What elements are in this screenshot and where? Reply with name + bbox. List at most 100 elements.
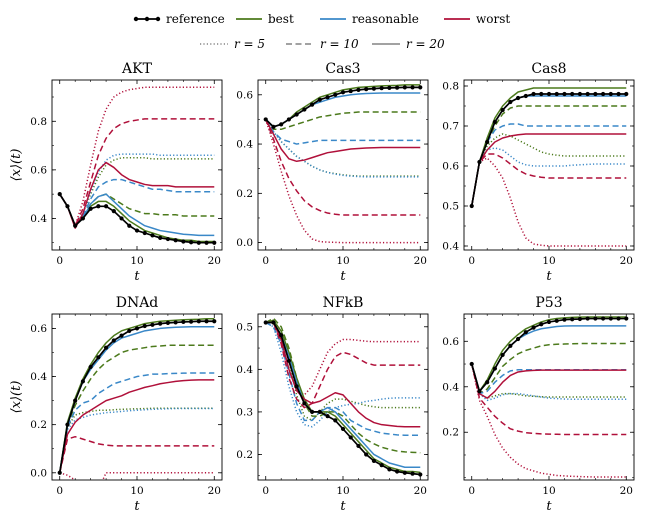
panel-nfkb: NFkB 0 10 20 0.2 0.3 0.4 0.5 t (236, 295, 429, 514)
reference-point (173, 320, 178, 325)
reference-point (593, 316, 598, 321)
reference-point (570, 91, 575, 97)
panel-title: Cas3 (325, 61, 360, 77)
x-tick-label: 20 (208, 255, 221, 267)
y-tick-label: 0.8 (30, 116, 47, 128)
reference-point (469, 203, 474, 209)
y-tick-label: 0.6 (442, 161, 459, 173)
reference-point (616, 91, 621, 97)
reference-point (271, 320, 276, 325)
series-worst-r10 (470, 153, 627, 207)
series-best-r10 (58, 344, 215, 473)
legend-marker (155, 16, 161, 22)
reference-point (212, 319, 217, 324)
reference-point (325, 95, 330, 100)
y-tick-label: 0.2 (30, 419, 47, 431)
series-worst-r20 (265, 119, 421, 163)
reference-point (302, 401, 307, 406)
reference-point (188, 240, 194, 245)
series-best-r20 (471, 316, 627, 393)
y-tick-label: 0.4 (236, 139, 253, 151)
y-tick-label: 0.6 (442, 336, 459, 348)
y-tick-label: 0.0 (236, 237, 253, 249)
y-tick-label: 0.5 (442, 201, 459, 213)
reference-point (181, 319, 186, 325)
series-reasonable-r5 (470, 147, 627, 207)
y-tick-label: 0.4 (30, 213, 47, 225)
series-reasonable-r20 (265, 92, 421, 128)
reference-point (539, 91, 544, 97)
reference-point (379, 463, 384, 468)
y-tick-label: 0.4 (442, 381, 459, 393)
legend-label-reference: reference (166, 12, 225, 26)
reference-point (73, 398, 78, 403)
reference-point (410, 85, 415, 90)
reference-point (263, 117, 268, 122)
y-axis-label: ⟨x⟩(t) (9, 381, 24, 414)
reference-point (88, 206, 93, 211)
legend-marker (144, 16, 150, 22)
reference-point (165, 236, 171, 242)
panels: AKT 0 10 20 0.4 0.6 0.8 t ⟨x⟩(t) Cas3 0 10 20 0.0 0.2 0… (9, 61, 635, 514)
reference-point (523, 93, 528, 99)
reference-point (127, 223, 132, 228)
reference-point (402, 85, 407, 90)
x-tick-label: 10 (336, 255, 349, 267)
reference-point (616, 316, 621, 321)
panel-title: AKT (121, 61, 153, 77)
series-group (263, 84, 423, 244)
y-tick-label: 0.2 (442, 427, 459, 439)
panel-title: Cas8 (531, 61, 566, 77)
reference-point (394, 469, 400, 474)
series-best-r10 (265, 111, 421, 131)
x-tick-label: 0 (468, 485, 475, 497)
reference-point (103, 204, 109, 209)
x-axis-label: t (546, 269, 552, 284)
reference-point (80, 216, 86, 221)
series-reasonable-r5 (58, 407, 215, 473)
series-reference (470, 93, 627, 207)
reference-point (294, 112, 299, 117)
reference-point (508, 99, 513, 105)
reference-point (371, 86, 377, 91)
reference-point (585, 91, 590, 97)
x-tick-label: 10 (130, 485, 143, 497)
reference-point (387, 467, 392, 472)
x-axis-label: t (134, 269, 140, 284)
reference-point (111, 209, 116, 214)
reference-point (562, 91, 567, 97)
reference-point (286, 358, 292, 363)
reference-point (546, 91, 552, 97)
series-best-r20 (58, 318, 215, 473)
series-best-r5 (59, 156, 215, 227)
y-tick-label: 0.2 (236, 449, 253, 461)
series-reasonable-r5 (265, 119, 421, 178)
panel-dnad: DNAd 0 10 20 0.0 0.2 0.4 0.6 t ⟨x⟩(t) (9, 295, 223, 514)
reference-point (196, 319, 201, 324)
reference-point (150, 322, 155, 327)
reference-point (600, 316, 606, 321)
series-best-r10 (265, 317, 421, 454)
x-tick-label: 20 (208, 485, 221, 497)
reference-point (317, 409, 322, 414)
reference-point (577, 316, 583, 322)
series-worst-r10 (58, 435, 215, 473)
reference-point (57, 470, 62, 475)
series-reasonable-r5 (265, 321, 421, 428)
reference-point (271, 124, 276, 129)
reference-point (624, 316, 629, 321)
series-worst-r20 (59, 161, 215, 229)
reference-point (356, 443, 361, 449)
reference-point (477, 159, 482, 165)
reference-point (142, 230, 147, 236)
series-best-r5 (58, 407, 215, 473)
x-tick-label: 0 (262, 255, 269, 267)
series-group (57, 86, 217, 245)
y-tick-label: 0.8 (442, 81, 459, 93)
reference-point (158, 321, 163, 326)
reference-point (96, 204, 101, 209)
panel-akt: AKT 0 10 20 0.4 0.6 0.8 t ⟨x⟩(t) (9, 61, 223, 284)
reference-point (418, 472, 423, 477)
reference-point (212, 240, 217, 245)
series-reasonable-r10 (59, 178, 215, 227)
